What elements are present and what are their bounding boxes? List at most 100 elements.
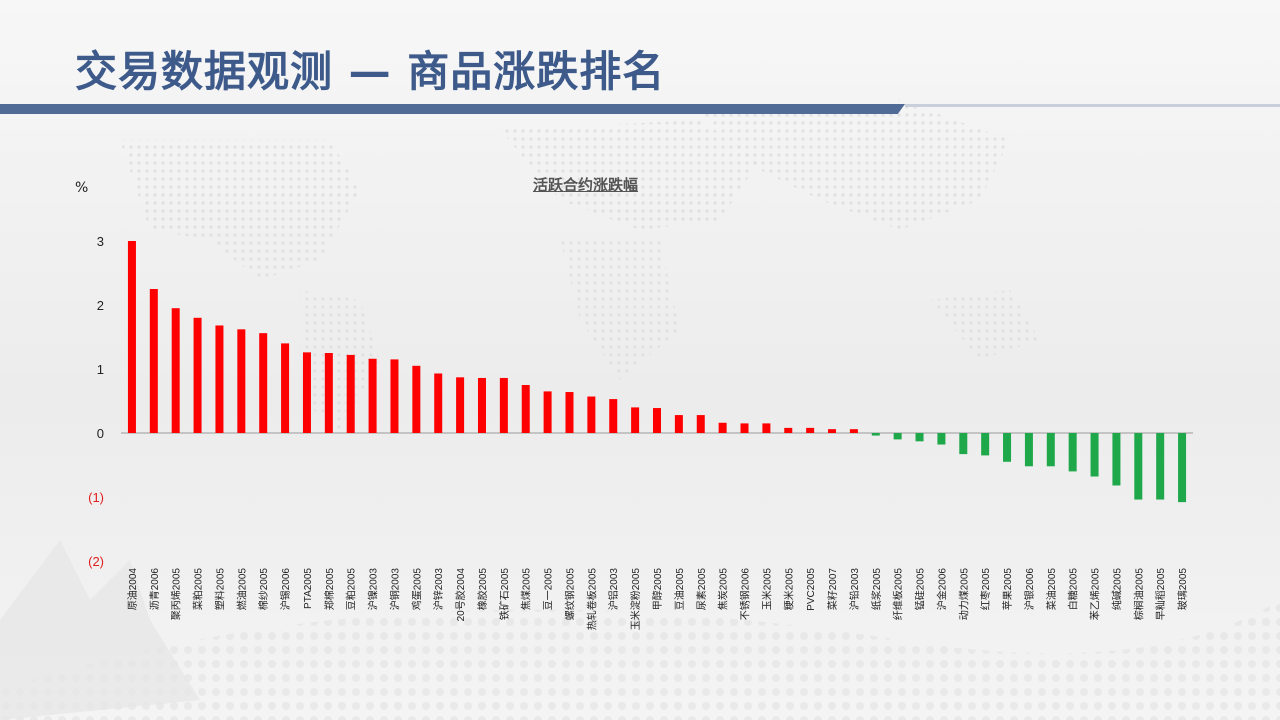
chart-title: 活跃合约涨跌幅: [533, 176, 639, 194]
x-category-label: 苯乙烯2005: [1089, 568, 1102, 621]
bar-up: [631, 407, 640, 433]
bar-up: [281, 343, 290, 433]
bar-down: [1003, 433, 1012, 462]
x-category-label: 玉米2005: [760, 568, 773, 611]
x-category-label: 棉纱2005: [257, 568, 270, 611]
x-category-label: 20号胶2004: [454, 568, 467, 622]
x-category-label: 纯碱2005: [1110, 568, 1123, 611]
y-tick-label: 3: [97, 234, 104, 249]
bar-up: [412, 365, 421, 433]
bar-down: [981, 433, 990, 456]
x-category-label: 不锈钢2006: [739, 568, 752, 621]
x-category-label: 粳米2005: [782, 568, 795, 611]
bar-up: [193, 317, 202, 433]
bar-down: [1024, 433, 1033, 467]
bar-down: [959, 433, 968, 455]
bar-up: [477, 377, 486, 433]
x-category-label: 鸡蛋2005: [410, 568, 423, 611]
bar-up: [521, 385, 530, 433]
x-category-label: 动力煤2005: [957, 568, 970, 621]
x-category-label: 螺纹钢2005: [563, 568, 576, 621]
bar-down: [871, 433, 880, 436]
x-category-label: 焦炭2005: [717, 568, 730, 611]
bar-up: [324, 353, 333, 433]
x-category-label: 甲醇2005: [651, 568, 664, 611]
bar-up: [171, 308, 180, 433]
bar-up: [456, 377, 465, 433]
x-category-label: 沥青2006: [148, 568, 161, 611]
x-category-label: 玉米淀粉2005: [629, 568, 642, 631]
x-category-label: 聚丙烯2005: [170, 568, 183, 621]
bar-up: [828, 429, 837, 433]
bar-up: [587, 396, 596, 433]
x-category-label: 苹果2005: [1001, 568, 1014, 611]
x-category-label: 早籼稻2005: [1154, 568, 1167, 621]
x-category-label: PTA2005: [303, 568, 314, 609]
x-category-label: 沪铅2003: [848, 568, 861, 611]
x-category-label: 红枣2005: [979, 568, 992, 611]
y-tick-label: 2: [97, 298, 104, 313]
bar-up: [565, 392, 574, 433]
x-category-label: 沪锌2003: [432, 568, 445, 611]
bar-down: [1090, 433, 1099, 477]
x-category-label: 沪银2006: [1023, 568, 1036, 611]
page-title: 交易数据观测 — 商品涨跌排名: [75, 47, 666, 96]
bar-down: [1046, 433, 1055, 467]
bar-down: [937, 433, 946, 445]
bar-up: [346, 354, 355, 433]
x-category-label: 菜油2005: [1045, 568, 1058, 611]
bar-up: [499, 377, 508, 433]
title-underline-bar: [0, 104, 905, 114]
bar-up: [302, 352, 311, 433]
bar-up: [674, 415, 683, 433]
x-category-label: 铁矿石2005: [498, 568, 511, 621]
bar-up: [806, 427, 815, 433]
bar-up: [784, 427, 793, 433]
x-category-label: 菜籽2007: [827, 568, 839, 611]
x-category-label: 棕榈油2005: [1132, 568, 1145, 621]
x-category-label: 尿素2005: [695, 568, 708, 611]
bar-up: [259, 333, 268, 433]
x-category-label: 沪锡2006: [279, 568, 292, 611]
x-category-label: 原油2004: [126, 568, 139, 611]
x-category-label: 纸浆2005: [870, 568, 883, 611]
bar-down: [915, 433, 924, 442]
x-category-label: 豆粕2005: [345, 568, 358, 611]
x-category-label: 豆一2005: [543, 568, 555, 611]
title-underline-light: [905, 104, 1280, 107]
y-tick-label: 1: [97, 362, 104, 377]
bar-up: [390, 359, 399, 433]
bar-up: [127, 241, 136, 433]
bar-down: [1134, 433, 1143, 500]
x-category-label: 沪金2006: [935, 568, 948, 611]
x-category-label: 纤维板2005: [892, 568, 905, 621]
y-tick-label: (2): [88, 554, 104, 569]
bar-up: [543, 391, 552, 433]
x-category-label: 锰硅2005: [914, 568, 927, 611]
x-category-label: 塑料2005: [213, 568, 226, 611]
bar-up: [718, 422, 727, 433]
x-category-label: 菜粕2005: [192, 568, 205, 611]
y-tick-label: 0: [97, 426, 104, 441]
x-category-label: 热轧卷板2005: [585, 568, 598, 631]
bar-up: [609, 399, 618, 433]
bar-up: [237, 329, 246, 433]
bar-up: [434, 373, 443, 433]
x-category-label: 沪镍2003: [367, 568, 380, 611]
bar-down: [1068, 433, 1077, 472]
bar-down: [1156, 433, 1165, 500]
bar-up: [368, 358, 377, 433]
x-category-label: 玻璃2005: [1176, 568, 1189, 611]
bar-down: [1178, 433, 1187, 503]
bar-down: [893, 433, 902, 440]
bar-up: [849, 429, 858, 433]
x-category-label: 橡胶2005: [476, 568, 489, 611]
bar-down: [1112, 433, 1121, 486]
x-category-label: 郑棉2005: [323, 568, 336, 611]
x-category-label: 沪铝2003: [607, 568, 620, 611]
x-category-label: 白糖2005: [1067, 568, 1080, 611]
y-tick-label: (1): [88, 490, 104, 505]
bar-up: [215, 325, 224, 433]
